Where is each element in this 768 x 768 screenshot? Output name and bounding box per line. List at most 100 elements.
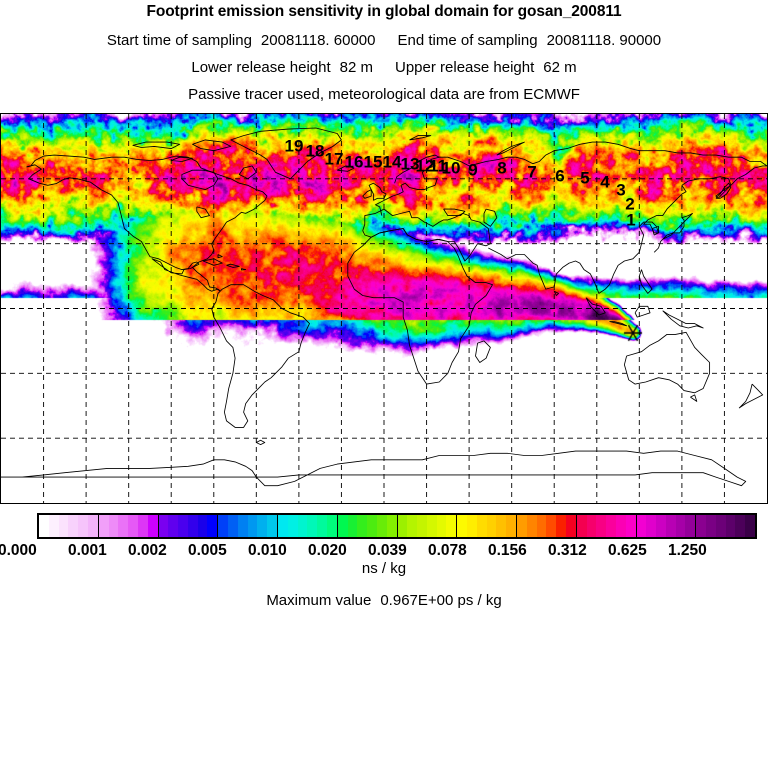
colorbar-segment-10 [636,515,697,537]
colorbar-band [357,515,368,537]
colorbar-band [696,515,707,537]
colorbar-band [68,515,79,537]
colorbar-band [625,515,636,537]
colorbar-band [58,515,69,537]
colorbar-band [735,515,746,537]
map-inner: 19 18 17 16 15 14 13 12 11 10 9 8 7 6 5 4 3 2 1 [1,114,767,503]
colorbar-band [397,515,408,537]
colorbar-band [665,515,676,537]
trajectory-day-marker-16: 16 [344,152,364,172]
colorbar-band [615,515,626,537]
colorbar-band [237,515,248,537]
colorbar-band [526,515,537,537]
colorbar-unit-label: ns / kg [361,560,407,577]
colorbar-tick-7: 0.078 [428,542,467,559]
colorbar-band [87,515,98,537]
colorbar-band [586,515,597,537]
start-time-value: 20081118. 60000 [260,32,376,49]
trajectory-day-marker-9: 9 [468,160,478,180]
colorbar-band [556,515,566,537]
colorbar-band [565,515,576,537]
colorbar-band [376,515,387,537]
colorbar-band [48,515,59,537]
colorbar-band [576,515,587,537]
colorbar-band [178,515,188,537]
trajectory-day-marker-3: 3 [616,180,626,200]
colorbar-tick-3: 0.005 [188,542,227,559]
colorbar-band [426,515,437,537]
maximum-value-label: Maximum value [266,592,372,609]
colorbar-band [78,515,88,537]
colorbar-band [715,515,726,537]
colorbar-band [39,515,49,537]
maximum-value-line: Maximum value 0.967E+00 ps / kg [0,592,768,609]
trajectory-day-marker-6: 6 [555,166,565,186]
colorbar-band [287,515,298,537]
trajectory-day-marker-13: 13 [400,154,420,174]
colorbar-band [317,515,327,537]
trajectory-day-marker-4: 4 [600,172,610,192]
colorbar-band [725,515,736,537]
lower-release-label: Lower release height [191,59,331,76]
colorbar-band [407,515,418,537]
colorbar-band [596,515,607,537]
colorbar-segment-7 [457,515,517,537]
colorbar-tick-1: 0.001 [68,542,107,559]
colorbar-segment-8 [517,515,577,537]
colorbar-tick-4: 0.010 [248,542,287,559]
colorbar-band [187,515,198,537]
colorbar-band [247,515,258,537]
colorbar-band [745,515,756,537]
colorbar-band [685,515,696,537]
colorbar-segment-0 [39,515,99,537]
colorbar-band [636,515,647,537]
trajectory-day-marker-5: 5 [580,168,590,188]
colorbar-band [257,515,268,537]
colorbar-segment-4 [278,515,338,537]
colorbar-tick-10: 0.625 [608,542,647,559]
trajectory-day-marker-10: 10 [441,158,461,178]
colorbar-band [98,515,109,537]
colorbar-tick-labels: 0.000 0.001 0.002 0.005 0.010 0.020 0.039 0.078… [0,542,768,562]
colorbar-band [137,515,148,537]
colorbar-band [646,515,657,537]
colorbar-band [147,515,158,537]
colorbar-band [457,515,468,537]
trajectory-day-marker-8: 8 [497,158,507,178]
colorbar-band [417,515,427,537]
colorbar-block: 0.000 0.001 0.002 0.005 0.010 0.020 0.039 0.078… [0,513,768,559]
colorbar-band [168,515,179,537]
colorbar-band [436,515,447,537]
colorbar-band [367,515,377,537]
colorbar-band [706,515,716,537]
colorbar-band [546,515,557,537]
end-time-value: 20081118. 90000 [546,32,662,49]
colorbar-band [218,515,229,537]
start-time-label: Start time of sampling [106,32,252,49]
colorbar-band [307,515,318,537]
colorbar-band [197,515,208,537]
colorbar-tick-9: 0.312 [548,542,587,559]
end-time-label: End time of sampling [397,32,538,49]
colorbar-band [326,515,337,537]
colorbar-band [506,515,517,537]
trajectory-day-marker-19: 19 [284,136,304,156]
colorbar-band [108,515,119,537]
lower-release-value: 82 m [339,59,373,76]
colorbar-band [207,515,218,537]
trajectory-day-marker-2: 2 [625,194,635,214]
colorbar-tick-2: 0.002 [128,542,167,559]
map-panel[interactable]: 19 18 17 16 15 14 13 12 11 10 9 8 7 6 5 4 3 2 1 [0,113,768,504]
colorbar-segment-3 [218,515,278,537]
colorbar-band [486,515,497,537]
trajectory-day-marker-17: 17 [324,149,344,169]
colorbar-tick-5: 0.020 [308,542,347,559]
colorbar-tick-11: 1.250 [668,542,707,559]
colorbar-segment-1 [98,515,159,537]
header-block: Footprint emission sensitivity in global… [0,0,768,113]
trajectory-day-marker-7: 7 [527,162,537,182]
trajectory-day-marker-11: 11 [429,156,447,176]
colorbar-band [278,515,288,537]
colorbar-tick-8: 0.156 [488,542,527,559]
trajectory-day-marker-18: 18 [305,141,325,161]
